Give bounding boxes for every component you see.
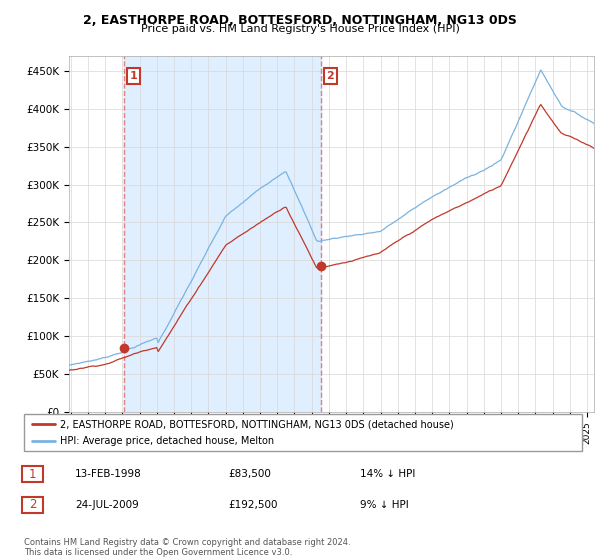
Text: 2: 2 xyxy=(326,71,334,81)
Text: Contains HM Land Registry data © Crown copyright and database right 2024.
This d: Contains HM Land Registry data © Crown c… xyxy=(24,538,350,557)
Text: 1: 1 xyxy=(130,71,137,81)
Text: 2: 2 xyxy=(29,498,36,511)
Bar xyxy=(124,56,322,412)
Text: Price paid vs. HM Land Registry's House Price Index (HPI): Price paid vs. HM Land Registry's House … xyxy=(140,24,460,34)
Text: 1: 1 xyxy=(29,468,36,480)
Text: £83,500: £83,500 xyxy=(228,469,271,479)
Text: £192,500: £192,500 xyxy=(228,500,277,510)
Text: 14% ↓ HPI: 14% ↓ HPI xyxy=(360,469,415,479)
Text: 13-FEB-1998: 13-FEB-1998 xyxy=(75,469,142,479)
Text: 9% ↓ HPI: 9% ↓ HPI xyxy=(360,500,409,510)
Text: HPI: Average price, detached house, Melton: HPI: Average price, detached house, Melt… xyxy=(60,436,274,446)
Text: 24-JUL-2009: 24-JUL-2009 xyxy=(75,500,139,510)
Text: 2, EASTHORPE ROAD, BOTTESFORD, NOTTINGHAM, NG13 0DS (detached house): 2, EASTHORPE ROAD, BOTTESFORD, NOTTINGHA… xyxy=(60,419,454,429)
Text: 2, EASTHORPE ROAD, BOTTESFORD, NOTTINGHAM, NG13 0DS: 2, EASTHORPE ROAD, BOTTESFORD, NOTTINGHA… xyxy=(83,14,517,27)
